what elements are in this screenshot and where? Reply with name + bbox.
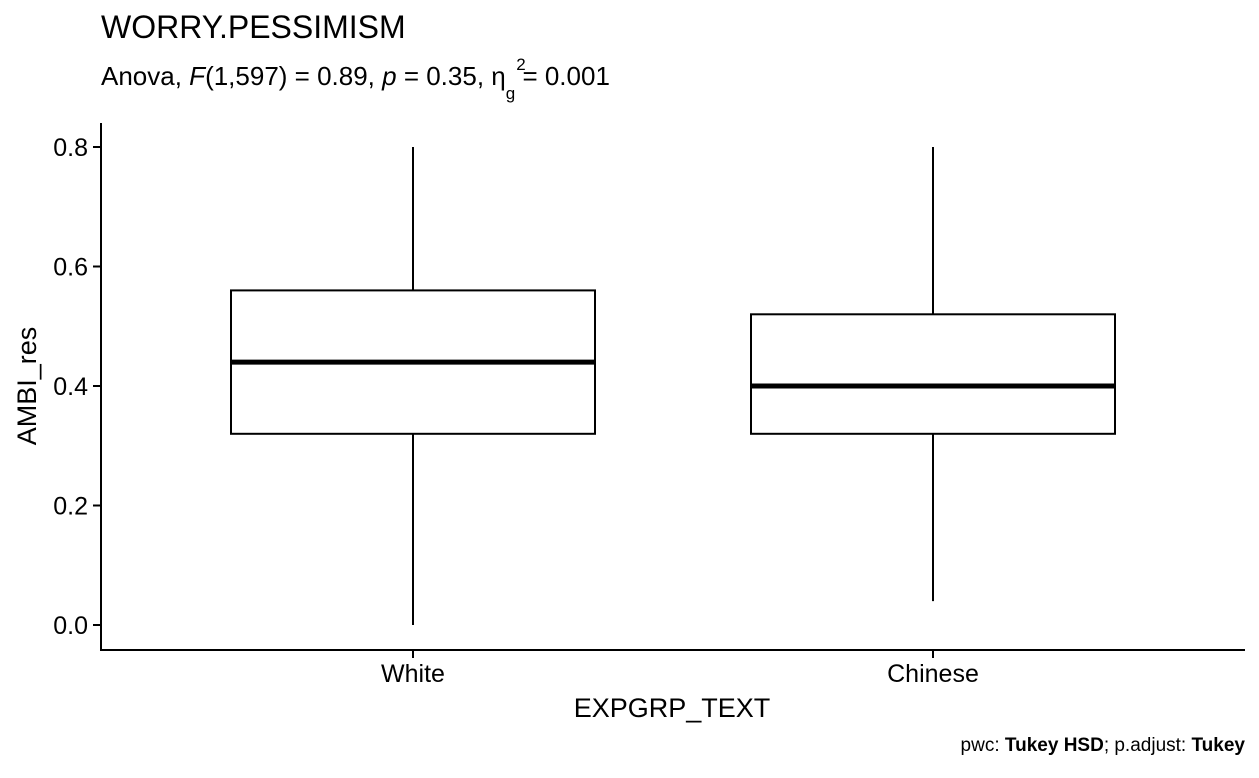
caption-pwc-label: pwc: <box>960 735 1005 756</box>
y-ticks: 0.0 0.2 0.4 0.6 0.8 <box>53 134 101 640</box>
y-tick-label: 0.2 <box>53 493 88 521</box>
caption: pwc: Tukey HSD; p.adjust: Tukey <box>961 734 1245 758</box>
iqr-box <box>750 313 1116 435</box>
subtitle-stat-df: (1,597) = 0.89, <box>205 61 383 91</box>
x-tick-label: Chinese <box>887 660 979 688</box>
box-chinese <box>750 147 1116 602</box>
subtitle-stat-name: F <box>189 61 206 91</box>
caption-sep: ; p.adjust: <box>1103 735 1192 756</box>
y-tick-label: 0.8 <box>53 134 88 162</box>
y-tick-label: 0.4 <box>53 373 88 401</box>
chart-title: WORRY.PESSIMISM <box>101 9 406 45</box>
y-tick-label: 0.6 <box>53 254 88 282</box>
x-ticks: White Chinese <box>381 650 979 688</box>
caption-pwc-value: Tukey HSD <box>1004 735 1104 756</box>
subtitle-eta-symbol: η <box>491 61 506 91</box>
subtitle-p-value: = 0.35, <box>396 61 492 91</box>
y-axis-title: AMBI_res <box>12 327 42 446</box>
caption-adjust-value: Tukey <box>1191 735 1245 756</box>
subtitle-eta-value: = 0.001 <box>515 61 610 91</box>
boxes <box>230 147 1116 625</box>
x-axis-title: EXPGRP_TEXT <box>574 693 771 723</box>
y-tick-label: 0.0 <box>53 612 88 640</box>
subtitle-p-name: p <box>382 61 397 91</box>
subtitle-eta-sup: 2 <box>516 55 526 74</box>
box-white <box>230 147 596 625</box>
x-tick-label: White <box>381 660 445 688</box>
subtitle-prefix: Anova, <box>101 61 190 91</box>
subtitle-eta-sub: g <box>505 84 516 104</box>
